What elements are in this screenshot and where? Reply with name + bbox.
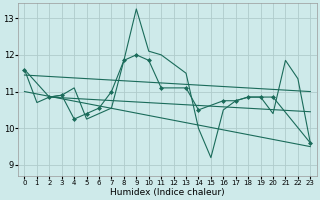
- X-axis label: Humidex (Indice chaleur): Humidex (Indice chaleur): [110, 188, 225, 197]
